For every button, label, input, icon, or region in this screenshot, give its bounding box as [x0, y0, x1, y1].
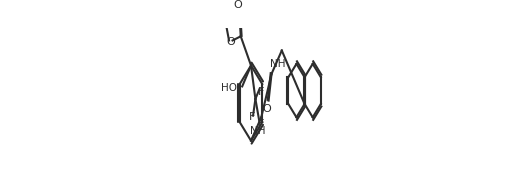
Text: HO: HO — [221, 83, 237, 93]
Text: O: O — [262, 104, 271, 114]
Text: F: F — [258, 87, 264, 97]
Text: O: O — [227, 37, 235, 47]
Text: O: O — [233, 0, 242, 10]
Text: F: F — [258, 119, 264, 129]
Text: NH: NH — [270, 59, 286, 69]
Text: F: F — [249, 112, 256, 122]
Text: NH: NH — [250, 126, 265, 136]
